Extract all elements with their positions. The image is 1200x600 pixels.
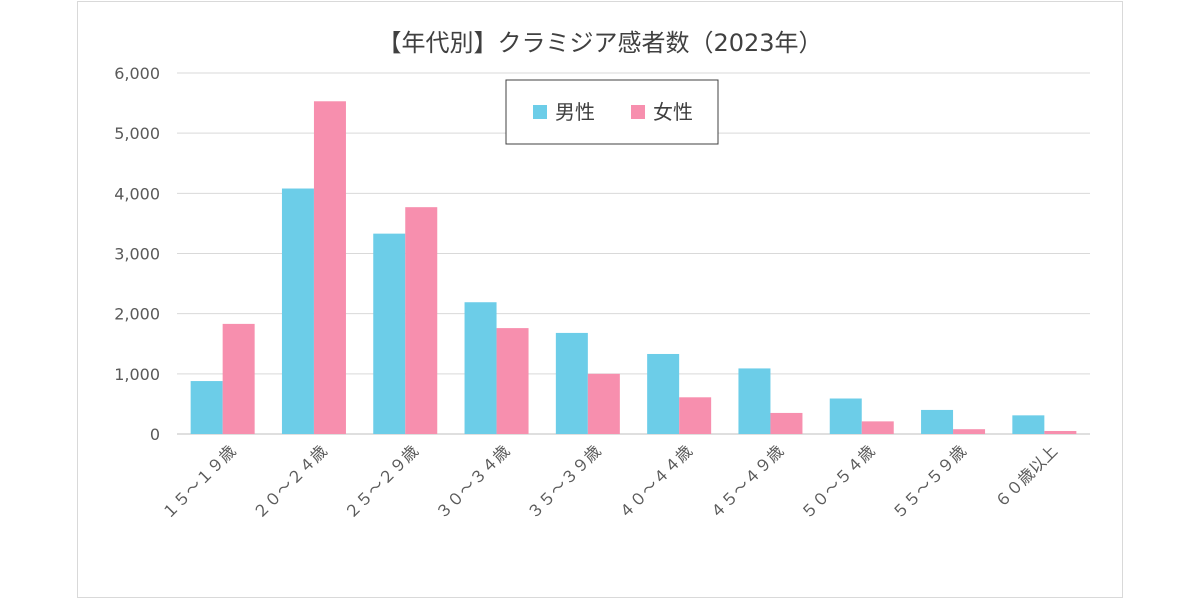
chart-title: 【年代別】クラミジア感者数（2023年）: [377, 29, 822, 57]
legend-label: 男性: [555, 100, 595, 124]
bar-male: [829, 398, 862, 434]
bar-male: [373, 233, 406, 434]
bar-female: [679, 397, 712, 434]
bar-female: [313, 101, 346, 435]
bar-male: [1012, 415, 1045, 434]
x-tick-label: １５～１９歳: [158, 441, 239, 522]
bar-female: [405, 207, 438, 434]
y-tick-label: 1,000: [114, 365, 160, 384]
x-axis: １５～１９歳 ２０～２４歳 ２５～２９歳 ３０～３４歳 ３５～３９歳 ４０～４４歳 ４５～４…: [158, 441, 1061, 522]
y-axis: 0 1,000 2,000 3,000 4,000 5,000 6,000: [114, 64, 160, 444]
x-tick-label: ６０歳以上: [991, 441, 1061, 511]
bar-male: [921, 409, 954, 434]
x-tick-label: ５０～５４歳: [797, 441, 878, 522]
bar-male: [464, 302, 497, 434]
bar-female: [222, 323, 255, 434]
bar-male: [647, 353, 680, 434]
x-tick-label: ２０～２４歳: [249, 441, 330, 522]
y-tick-label: 5,000: [114, 124, 160, 143]
bar-female: [1044, 430, 1077, 434]
x-tick-label: ３０～３４歳: [432, 441, 513, 522]
y-tick-label: 3,000: [114, 245, 160, 264]
legend: 男性 女性: [505, 79, 719, 145]
legend-swatch: [631, 105, 645, 119]
y-tick-label: 4,000: [114, 184, 160, 203]
x-tick-label: ４０～４４歳: [615, 441, 696, 522]
bar-male: [190, 381, 223, 434]
y-tick-label: 2,000: [114, 305, 160, 324]
legend-label: 女性: [653, 100, 693, 124]
bar-female: [496, 328, 529, 434]
x-tick-label: ２５～２９歳: [341, 441, 422, 522]
bar-male: [555, 332, 588, 434]
bar-male: [738, 368, 771, 434]
x-tick-label: ３５～３９歳: [523, 441, 604, 522]
x-tick-label: ４５～４９歳: [706, 441, 787, 522]
bars: [190, 101, 1077, 435]
bar-female: [770, 412, 803, 434]
legend-swatch: [533, 105, 547, 119]
bar-female: [587, 373, 620, 434]
bar-male: [281, 188, 314, 434]
bar-female: [861, 421, 894, 434]
x-tick-label: ５５～５９歳: [889, 441, 970, 522]
bar-female: [953, 429, 986, 434]
y-tick-label: 0: [150, 425, 160, 444]
y-tick-label: 6,000: [114, 64, 160, 83]
